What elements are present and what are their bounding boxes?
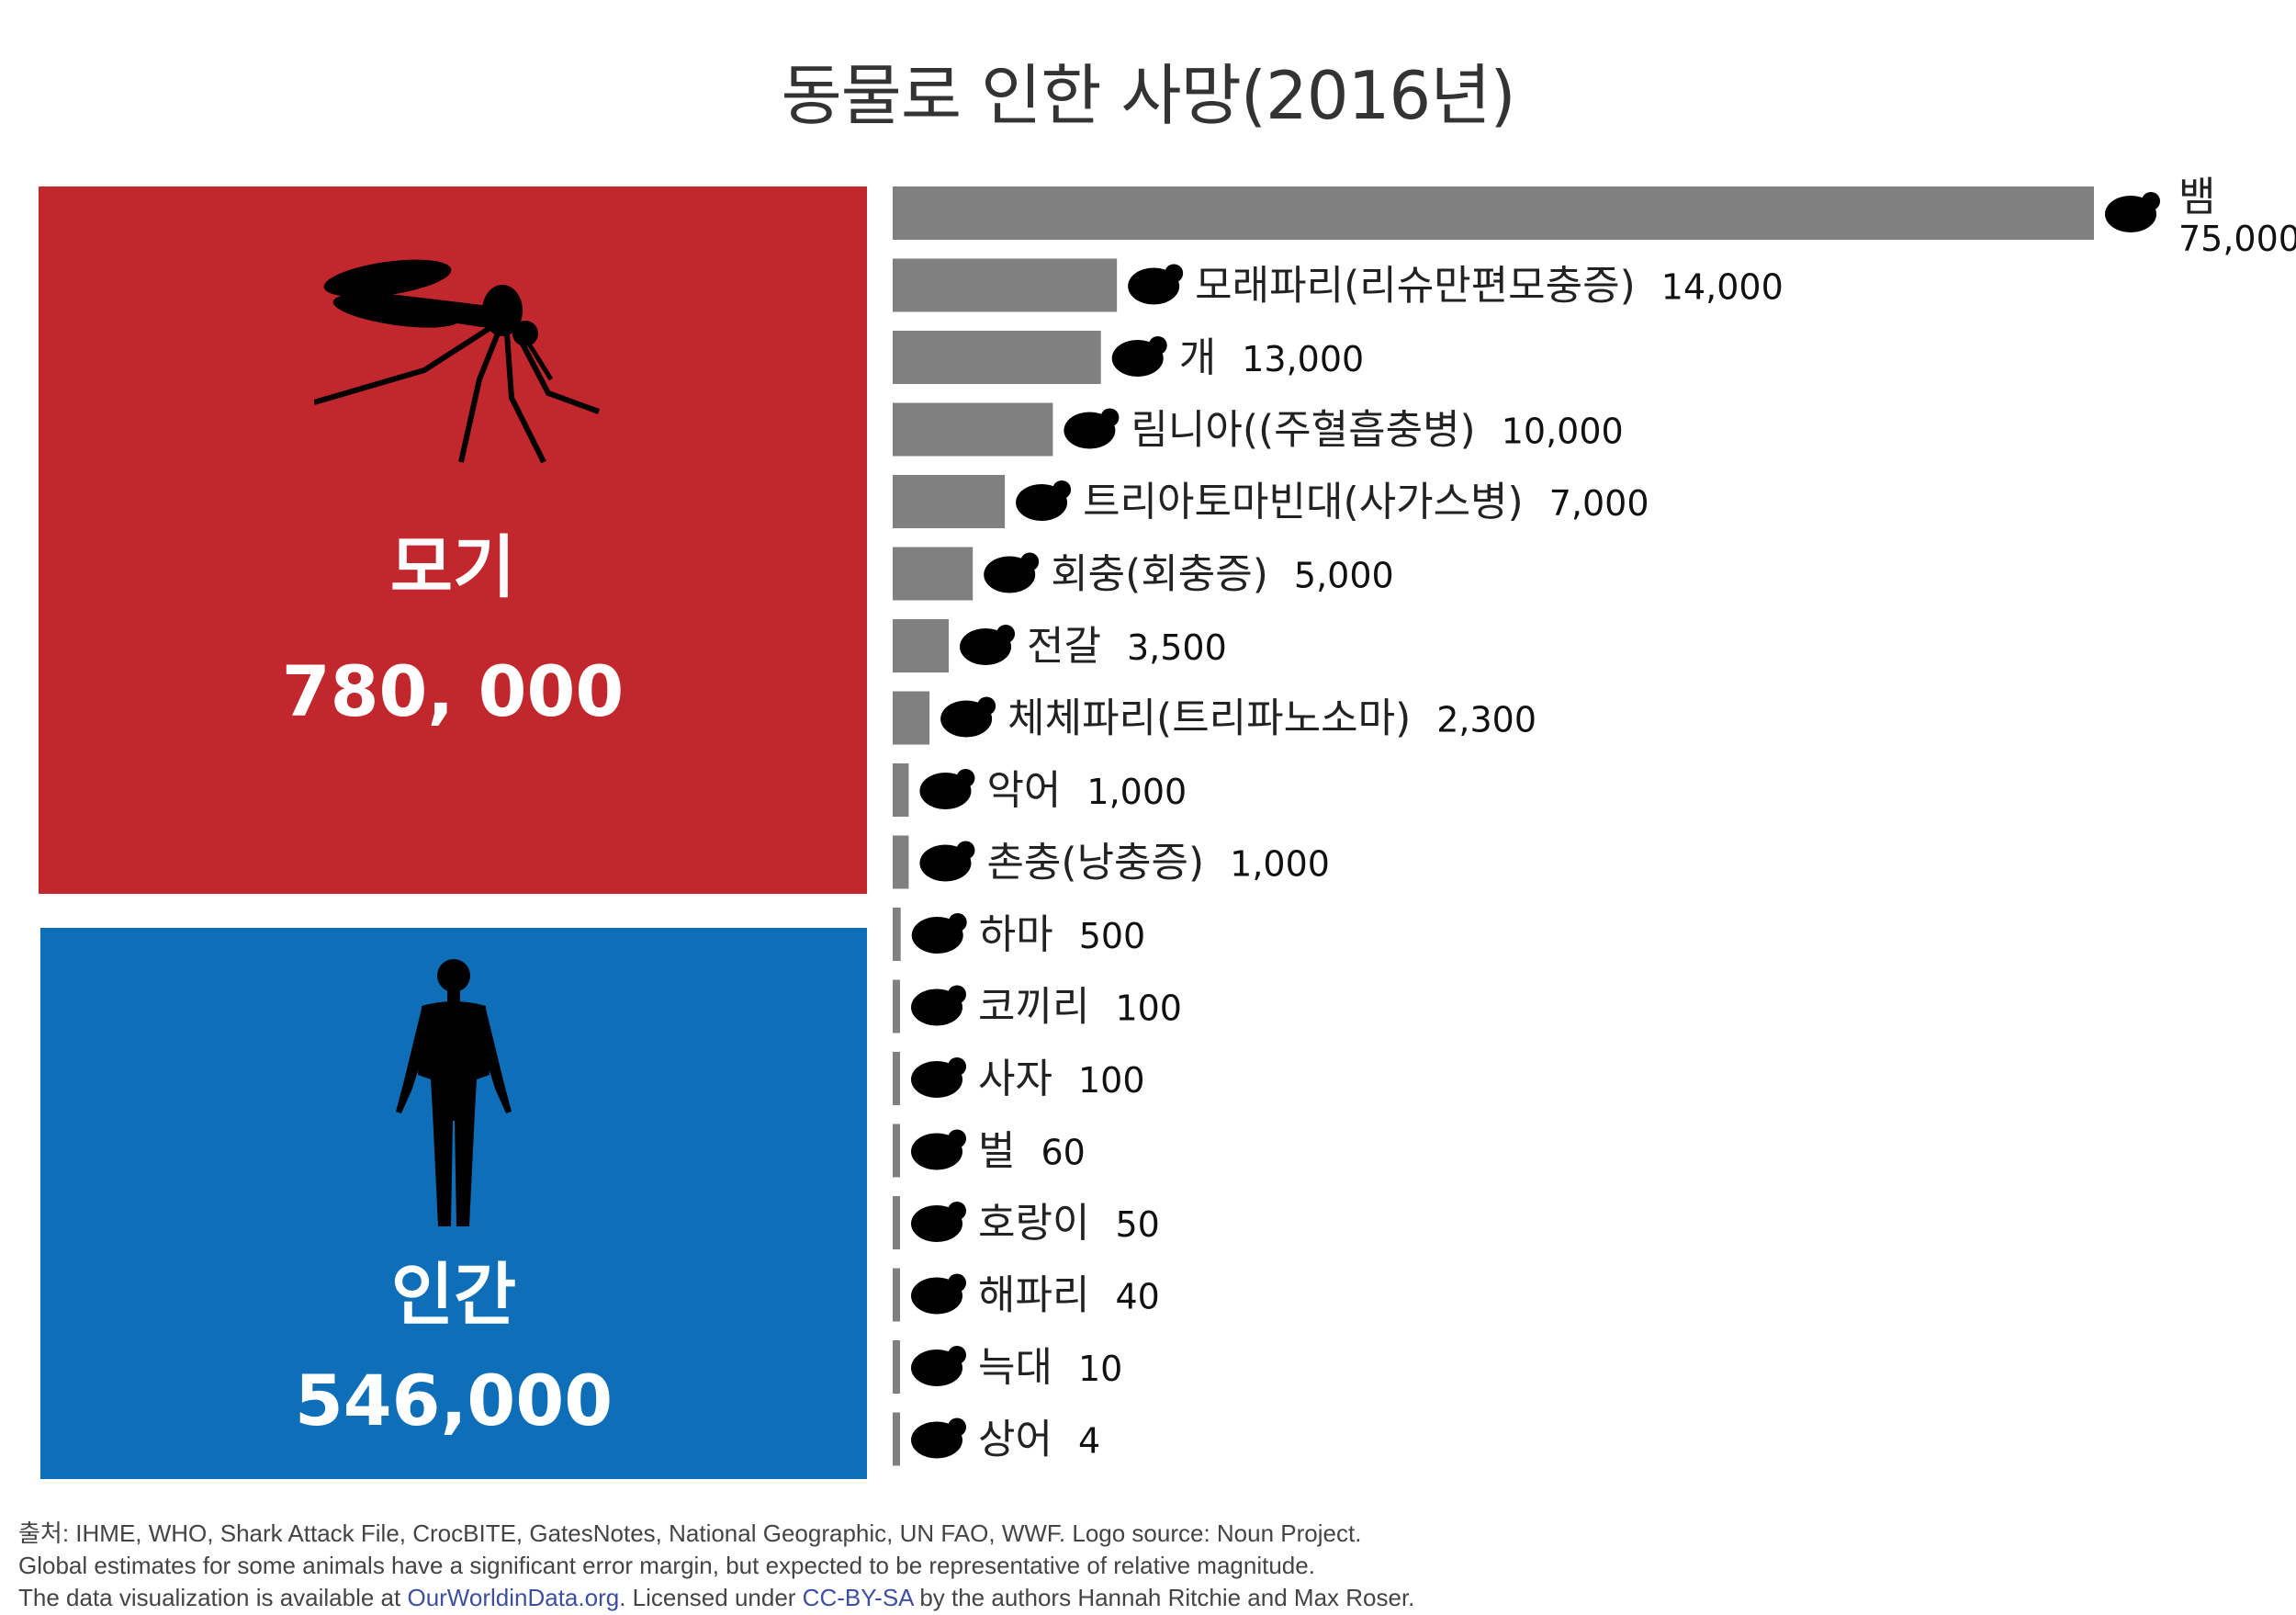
bar-label-scorpion: 전갈 xyxy=(1027,623,1101,670)
bar-label-tsetse-fly: 체체파리(트리파노소마) xyxy=(1007,695,1411,742)
footer-line-3-a: The data visualization is available at xyxy=(18,1584,408,1611)
snail-icon xyxy=(1064,408,1120,449)
bar-value-wolf: 10 xyxy=(1078,1349,1122,1389)
tiger-icon xyxy=(911,1202,966,1242)
footer-line-1: 출처: IHME, WHO, Shark Attack File, CrocBI… xyxy=(18,1519,1362,1547)
bar-value-hippo: 500 xyxy=(1079,916,1146,956)
bar-jellyfish xyxy=(893,1268,900,1322)
bar-tapeworm xyxy=(893,835,909,889)
bar-assassin-bug xyxy=(893,475,1006,528)
bar-value-roundworm: 5,000 xyxy=(1294,556,1394,596)
sandfly-icon xyxy=(1128,264,1184,305)
human-label: 인간 xyxy=(390,1256,517,1335)
bar-value-bee: 60 xyxy=(1041,1133,1085,1173)
bar-value-crocodile: 1,000 xyxy=(1086,772,1187,812)
human-icon xyxy=(396,959,512,1226)
bar-roundworm xyxy=(893,547,974,601)
bar-label-tiger: 호랑이 xyxy=(978,1200,1089,1247)
bar-value-lion: 100 xyxy=(1078,1060,1145,1101)
bar-lion xyxy=(893,1052,900,1105)
bar-tiger xyxy=(893,1196,900,1249)
bar-scorpion xyxy=(893,619,950,672)
bar-dog xyxy=(893,331,1101,384)
bar-wolf xyxy=(893,1340,900,1394)
tsetse-fly-icon xyxy=(940,696,996,738)
bar-value-shark: 4 xyxy=(1078,1421,1100,1462)
bar-hippo xyxy=(893,908,901,961)
bar-bee xyxy=(893,1124,900,1178)
bar-label-jellyfish: 해파리 xyxy=(978,1272,1089,1319)
dog-icon xyxy=(1111,336,1167,377)
hippo-icon xyxy=(911,913,967,954)
bar-shark xyxy=(893,1412,900,1466)
bar-value-snail: 10,000 xyxy=(1502,412,1624,452)
bar-chart: 뱀75,000 모래파리(리슈만편모충증) 14,000 개 13,000 림니아((주혈… xyxy=(893,174,2296,1466)
footer-line-2: Global estimates for some animals have a… xyxy=(18,1552,1315,1579)
bar-label-shark: 상어 xyxy=(978,1417,1052,1463)
bar-value-assassin-bug: 7,000 xyxy=(1549,483,1649,524)
lion-icon xyxy=(911,1057,966,1098)
crocodile-icon xyxy=(919,769,975,809)
bar-label-bee: 벌 xyxy=(978,1128,1015,1175)
footer-line-3-b: . Licensed under xyxy=(619,1584,803,1611)
mosquito-value: 780, 000 xyxy=(281,650,625,732)
bar-label-crocodile: 악어 xyxy=(986,767,1061,814)
bar-elephant xyxy=(893,979,900,1033)
bar-crocodile xyxy=(893,763,909,817)
bar-label-hippo: 하마 xyxy=(979,911,1053,958)
bar-label-snake: 뱀 xyxy=(2178,174,2215,220)
bar-value-dog: 13,000 xyxy=(1242,339,1364,379)
bar-label-snail: 림니아((주혈흡충병) xyxy=(1131,407,1475,454)
assassin-bug-icon xyxy=(1016,480,1072,521)
bar-value-tiger: 50 xyxy=(1115,1204,1159,1245)
snake-icon xyxy=(2105,192,2160,232)
mosquito-icon xyxy=(314,259,601,464)
bar-value-snake: 75,000 xyxy=(2178,219,2296,259)
shark-icon xyxy=(911,1417,966,1459)
source-footer: 출처: IHME, WHO, Shark Attack File, CrocBI… xyxy=(18,1518,1414,1614)
bar-value-tapeworm: 1,000 xyxy=(1230,844,1330,885)
bar-value-elephant: 100 xyxy=(1115,988,1182,1029)
bar-snail xyxy=(893,402,1053,457)
bar-label-lion: 사자 xyxy=(978,1056,1052,1102)
bar-value-tsetse-fly: 2,300 xyxy=(1436,700,1536,740)
bar-sandfly xyxy=(893,258,1118,312)
bar-label-wolf: 늑대 xyxy=(978,1344,1052,1391)
bar-value-sandfly: 14,000 xyxy=(1661,267,1784,308)
jellyfish-icon xyxy=(911,1273,966,1315)
owid-link[interactable]: OurWorldinData.org xyxy=(407,1584,620,1611)
footer-line-3-c: by the authors Hannah Ritchie and Max Ro… xyxy=(913,1584,1415,1611)
bar-label-elephant: 코끼리 xyxy=(978,984,1089,1031)
roundworm-icon xyxy=(984,552,1040,593)
mosquito-label: 모기 xyxy=(389,528,516,607)
elephant-icon xyxy=(911,985,966,1026)
chart-title: 동물로 인한 사망(2016년) xyxy=(781,57,1515,134)
bar-value-jellyfish: 40 xyxy=(1115,1277,1159,1317)
bar-label-sandfly: 모래파리(리슈만편모충증) xyxy=(1195,263,1636,310)
license-link[interactable]: CC-BY-SA xyxy=(802,1584,914,1611)
bee-icon xyxy=(911,1129,966,1170)
bar-label-tapeworm: 촌충(낭충증) xyxy=(986,840,1204,887)
bar-value-scorpion: 3,500 xyxy=(1127,627,1227,668)
bar-label-dog: 개 xyxy=(1179,334,1216,381)
wolf-icon xyxy=(911,1346,966,1386)
tapeworm-icon xyxy=(919,841,975,882)
bar-tsetse-fly xyxy=(893,691,930,745)
bar-label-roundworm: 회충(회충증) xyxy=(1051,551,1268,598)
human-panel: 인간 546,000 xyxy=(40,928,867,1479)
human-value: 546,000 xyxy=(294,1360,613,1441)
scorpion-icon xyxy=(960,625,1016,665)
bar-label-assassin-bug: 트리아토마빈대(사가스병) xyxy=(1083,479,1524,525)
mosquito-panel: 모기 780, 000 xyxy=(39,186,867,894)
footer-line-3: The data visualization is available at O… xyxy=(18,1582,1414,1614)
bar-snake xyxy=(893,186,2094,240)
